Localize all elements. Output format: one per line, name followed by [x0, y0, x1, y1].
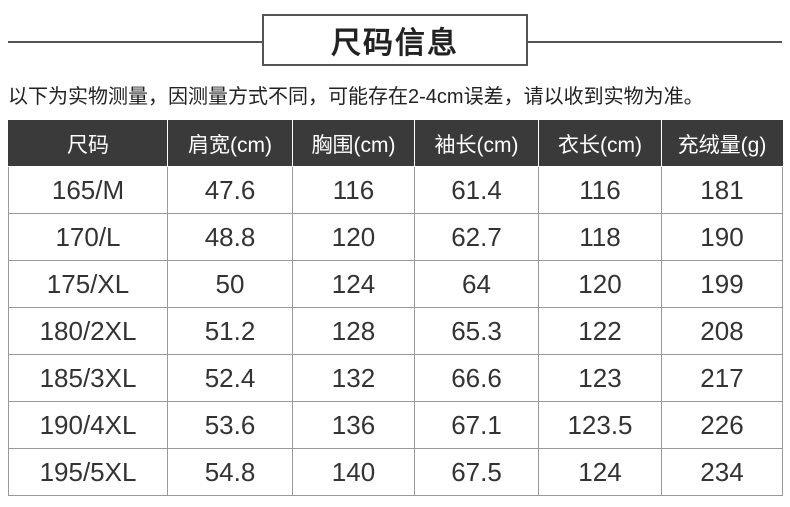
column-header: 肩宽(cm)	[167, 120, 293, 167]
table-row: 180/2XL 51.2 128 65.3 122 208	[8, 307, 783, 355]
table-cell: 52.4	[167, 354, 293, 402]
title: 尺码信息	[262, 14, 528, 66]
table-row: 185/3XL 52.4 132 66.6 123 217	[8, 354, 783, 402]
table-cell: 208	[661, 307, 783, 355]
table-cell: 62.7	[414, 213, 539, 261]
table-cell: 64	[414, 260, 539, 308]
table-cell: 132	[292, 354, 415, 402]
table-cell: 123.5	[538, 401, 662, 449]
table-cell: 120	[538, 260, 662, 308]
table-cell: 124	[292, 260, 415, 308]
table-row: 175/XL 50 124 64 120 199	[8, 260, 783, 308]
note: 以下为实物测量，因测量方式不同，可能存在2-4cm误差，请以收到实物为准。	[8, 86, 704, 108]
table-cell: 67.5	[414, 448, 539, 496]
table-cell: 66.6	[414, 354, 539, 402]
table-row: 195/5XL 54.8 140 67.5 124 234	[8, 448, 783, 496]
table-cell: 65.3	[414, 307, 539, 355]
table-cell: 185/3XL	[8, 354, 168, 402]
table-cell: 180/2XL	[8, 307, 168, 355]
table-row: 165/M 47.6 116 61.4 116 181	[8, 166, 783, 214]
table-cell: 234	[661, 448, 783, 496]
column-header: 衣长(cm)	[538, 120, 662, 167]
table-cell: 128	[292, 307, 415, 355]
table-body: 165/M 47.6 116 61.4 116 181 170/L 48.8 120 62.7 11…	[8, 166, 783, 496]
title-rule-right	[526, 41, 782, 43]
table-cell: 226	[661, 401, 783, 449]
table-cell: 190	[661, 213, 783, 261]
table-cell: 190/4XL	[8, 401, 168, 449]
column-header: 袖长(cm)	[414, 120, 539, 167]
table-cell: 124	[538, 448, 662, 496]
header-row: 尺码 肩宽(cm) 胸围(cm) 袖长(cm) 衣长(cm) 充绒量(g)	[8, 120, 783, 167]
table-cell: 50	[167, 260, 293, 308]
table-cell: 175/XL	[8, 260, 168, 308]
table-cell: 120	[292, 213, 415, 261]
table-cell: 54.8	[167, 448, 293, 496]
table-cell: 116	[292, 166, 415, 214]
table-cell: 116	[538, 166, 662, 214]
table-cell: 48.8	[167, 213, 293, 261]
table-cell: 47.6	[167, 166, 293, 214]
table-cell: 170/L	[8, 213, 168, 261]
table-cell: 140	[292, 448, 415, 496]
table-cell: 181	[661, 166, 783, 214]
column-header: 尺码	[8, 120, 168, 167]
table-cell: 199	[661, 260, 783, 308]
column-header: 充绒量(g)	[661, 120, 783, 167]
table-cell: 53.6	[167, 401, 293, 449]
table-cell: 136	[292, 401, 415, 449]
table-cell: 67.1	[414, 401, 539, 449]
table-cell: 61.4	[414, 166, 539, 214]
table-cell: 51.2	[167, 307, 293, 355]
table-cell: 195/5XL	[8, 448, 168, 496]
size-table: 尺码 肩宽(cm) 胸围(cm) 袖长(cm) 衣长(cm) 充绒量(g) 165/M 47…	[8, 120, 783, 496]
table-row: 190/4XL 53.6 136 67.1 123.5 226	[8, 401, 783, 449]
table-cell: 123	[538, 354, 662, 402]
table-cell: 122	[538, 307, 662, 355]
title-rule-left	[8, 41, 264, 43]
table-cell: 165/M	[8, 166, 168, 214]
table-cell: 118	[538, 213, 662, 261]
table-cell: 217	[661, 354, 783, 402]
table-row: 170/L 48.8 120 62.7 118 190	[8, 213, 783, 261]
column-header: 胸围(cm)	[292, 120, 415, 167]
